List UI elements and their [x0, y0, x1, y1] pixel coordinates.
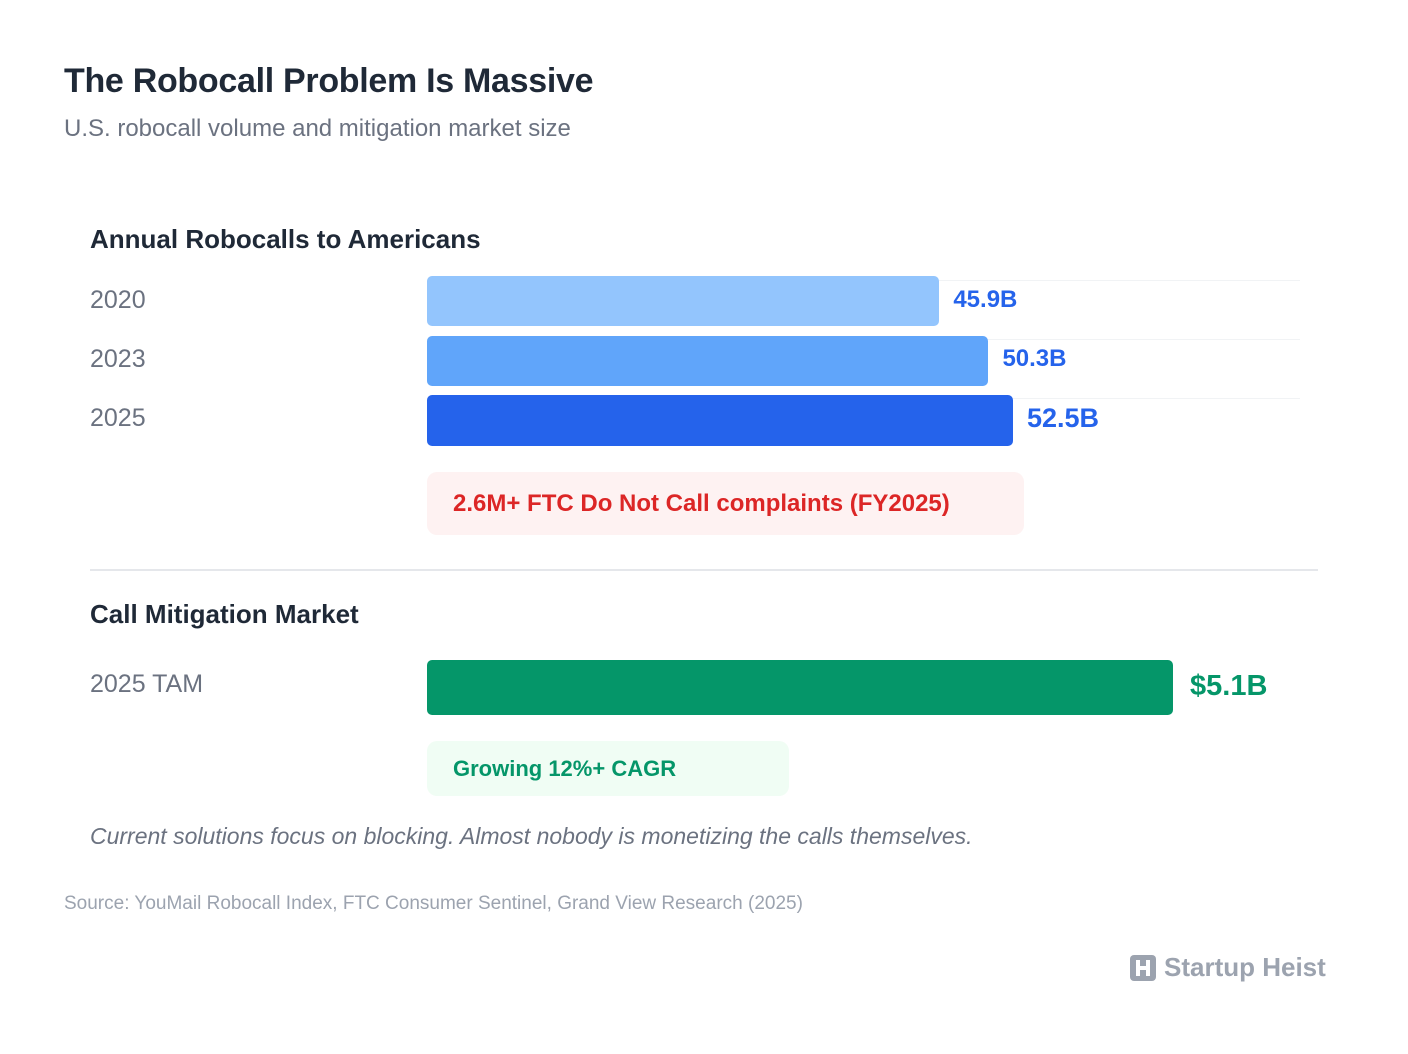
category-label-2020: 2020: [90, 286, 146, 314]
value-label-2023: 50.3B: [1002, 345, 1067, 372]
cagr-text: Growing 12%+ CAGR: [453, 755, 677, 781]
section-divider: [90, 569, 1318, 571]
h-logo-icon: [1130, 954, 1156, 981]
source-text: Source: YouMail Robocall Index, FTC Cons…: [64, 893, 803, 914]
chart-subtitle: U.S. robocall volume and mitigation mark…: [64, 115, 571, 142]
footnote: Current solutions focus on blocking. Alm…: [90, 823, 973, 849]
chart-title: The Robocall Problem Is Massive: [64, 62, 594, 100]
ftc-complaints-callout: 2.6M+ FTC Do Not Call complaints (FY2025…: [427, 472, 1024, 535]
robocall-bar-2020: [427, 276, 940, 326]
value-label-tam: $5.1B: [1190, 670, 1268, 702]
market-bar-tam: [427, 660, 1173, 715]
category-label-2023: 2023: [90, 345, 146, 373]
category-label-tam: 2025 TAM: [90, 670, 204, 698]
value-label-2025: 52.5B: [1027, 403, 1100, 433]
value-label-2020: 45.9B: [953, 286, 1018, 313]
brand-logo: Startup Heist: [1130, 952, 1326, 983]
robocall-bar-2025: [427, 395, 1013, 446]
robocall-bar-2023: [427, 336, 989, 386]
cagr-callout: Growing 12%+ CAGR: [427, 741, 789, 796]
ftc-complaints-text: 2.6M+ FTC Do Not Call complaints (FY2025…: [453, 489, 950, 517]
brand-name: Startup Heist: [1164, 952, 1326, 982]
robocalls-section-title: Annual Robocalls to Americans: [90, 224, 481, 254]
category-label-2025: 2025: [90, 404, 146, 432]
market-section-title: Call Mitigation Market: [90, 599, 359, 629]
